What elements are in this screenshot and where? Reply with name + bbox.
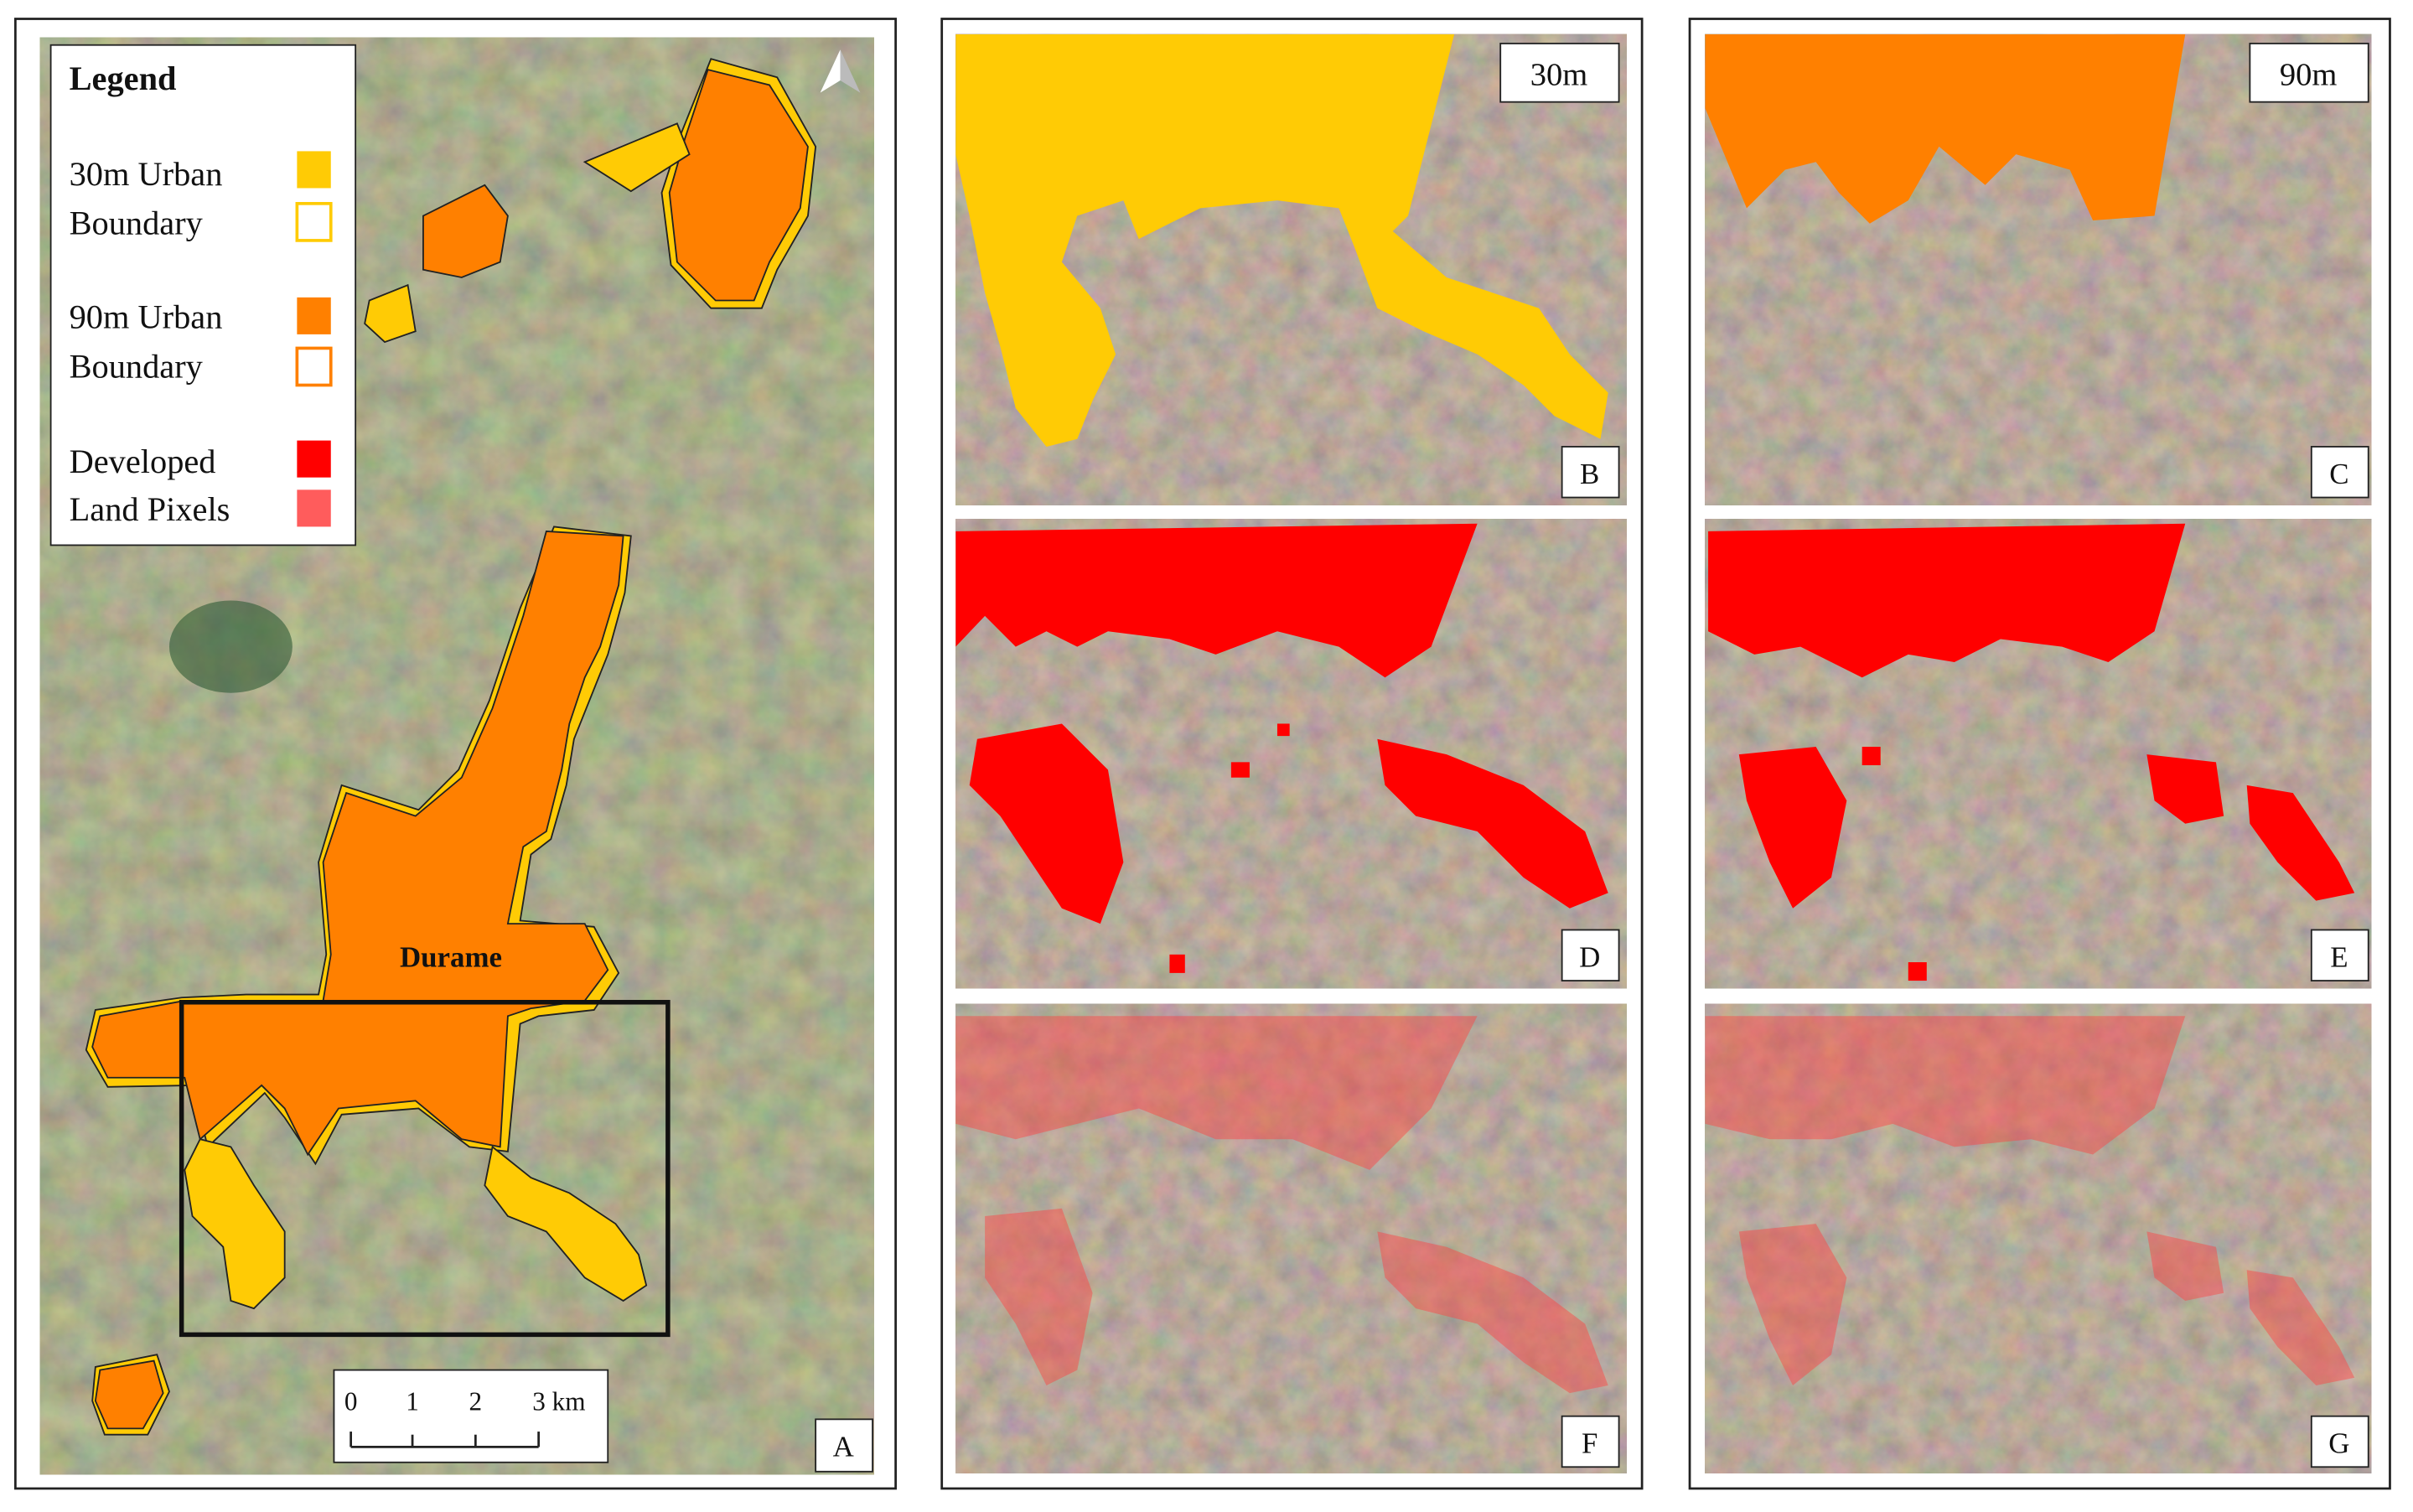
legend-label: 30m Urban	[70, 155, 223, 193]
map-shape	[2146, 1231, 2224, 1301]
map-shape	[1276, 723, 1290, 737]
map-shape	[184, 1138, 286, 1310]
map-shape	[297, 297, 331, 334]
scale-bar	[350, 1432, 541, 1448]
resolution-tag: 30m	[1530, 57, 1588, 92]
legend-label: Developed	[70, 443, 216, 480]
scale-label: 1	[406, 1386, 419, 1416]
map-shape	[422, 184, 509, 278]
label-box	[815, 1418, 873, 1473]
map-shape	[2310, 1415, 2369, 1468]
map-shape	[985, 1208, 1093, 1385]
map-shape	[295, 346, 333, 387]
map-shape	[2310, 446, 2369, 499]
panel-label: B	[1580, 458, 1599, 490]
map-shape	[955, 1002, 1628, 1474]
map-shape	[2246, 784, 2355, 901]
place-label: Durame	[400, 941, 502, 974]
map-shape	[297, 489, 331, 527]
map-shape	[955, 523, 1478, 678]
legend-label: Boundary	[70, 205, 204, 242]
map-shape	[2246, 1270, 2355, 1385]
map-shape	[94, 1359, 164, 1430]
panel-label: A	[833, 1430, 854, 1463]
map-shape	[484, 1145, 648, 1302]
map-shape	[1738, 746, 1847, 909]
map-shape	[1377, 1231, 1608, 1394]
legend-label: 90m Urban	[70, 298, 223, 336]
panel-label: G	[2328, 1427, 2349, 1460]
map-shape	[1738, 1224, 1847, 1385]
label-boxes	[1499, 42, 2369, 1468]
panel-label: C	[2329, 458, 2348, 490]
map-shape	[1499, 42, 1620, 103]
extent-box	[179, 1000, 671, 1338]
scale-label: 3 km	[532, 1386, 585, 1416]
legend-title: Legend	[70, 60, 177, 97]
map-shape	[955, 1016, 1478, 1170]
map-shape	[840, 49, 861, 93]
map-shape	[297, 151, 331, 189]
map-shape	[2146, 754, 2224, 824]
developed-pixels	[1708, 523, 2355, 981]
map-shape	[583, 122, 691, 193]
map-shape	[1908, 962, 1927, 981]
map-shape	[364, 283, 417, 344]
map-shape	[820, 49, 841, 93]
panel-label: D	[1579, 941, 1600, 974]
map-shape	[668, 69, 809, 302]
map-shape	[91, 530, 624, 1157]
scale-label: 0	[344, 1386, 358, 1416]
resolution-tag: 90m	[2280, 57, 2338, 92]
legend-label: Boundary	[70, 347, 204, 385]
map-shape	[1862, 746, 1881, 766]
map-shape	[2249, 42, 2369, 103]
map-shape	[297, 440, 331, 478]
map-shape	[295, 202, 333, 242]
map-shape	[1561, 446, 1620, 499]
panel-label: F	[1582, 1427, 1597, 1460]
map-shape	[1704, 1002, 2373, 1474]
map-shape	[2310, 929, 2369, 981]
map-shape	[1708, 523, 2186, 678]
map-shape	[1561, 929, 1620, 981]
scale-box	[333, 1369, 609, 1463]
panel-label: E	[2330, 941, 2348, 974]
map-shape	[1230, 762, 1250, 778]
map-shape	[1377, 738, 1608, 909]
map-shape	[1705, 1016, 2186, 1155]
map-shape	[1561, 1415, 1620, 1468]
developed-pixels	[955, 523, 1608, 973]
legend-swatches	[295, 151, 333, 527]
legend-label: Land Pixels	[70, 490, 230, 528]
lake	[168, 600, 293, 693]
north-arrow	[820, 49, 861, 93]
map-shape	[969, 723, 1124, 924]
developed-pixels-translucent	[955, 1016, 2355, 1394]
scale-label: 2	[469, 1386, 483, 1416]
map-shape	[1169, 954, 1185, 973]
